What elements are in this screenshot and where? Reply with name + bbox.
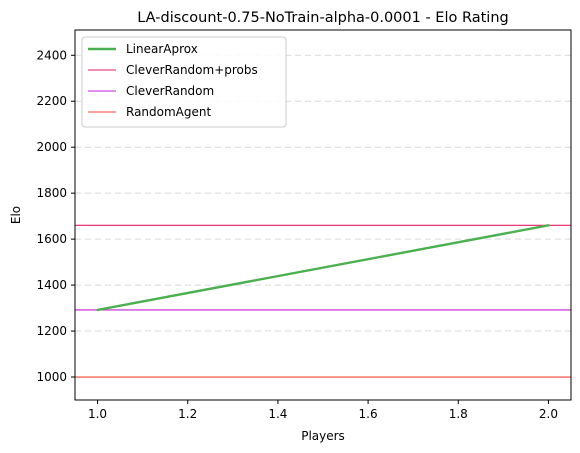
y-tick-label: 2400	[36, 48, 67, 62]
legend-label: CleverRandom+probs	[126, 63, 258, 77]
y-tick-label: 1600	[36, 232, 67, 246]
y-axis: 1000 1200 1400 1600 1800 2000 2200 2400	[36, 48, 75, 384]
axes-frame	[74, 29, 572, 401]
x-tick-label: 1.8	[449, 407, 468, 421]
y-tick-label: 1400	[36, 278, 67, 292]
y-tick-label: 1200	[36, 324, 67, 338]
chart-title: LA-discount-0.75-NoTrain-alpha-0.0001 - …	[137, 10, 508, 26]
y-tick-label: 2200	[36, 94, 67, 108]
legend-label: LinearAprox	[126, 42, 198, 56]
x-axis-label: Players	[301, 429, 345, 443]
x-tick-label: 1.6	[359, 407, 378, 421]
y-tick-label: 2000	[36, 140, 67, 154]
plot-area	[75, 224, 571, 378]
x-axis: 1.0 1.2 1.4 1.6 1.8 2.0	[88, 400, 558, 421]
series-line-linearaprox	[96, 224, 550, 312]
y-axis-label: Elo	[9, 206, 23, 224]
legend-label: RandomAgent	[126, 105, 211, 119]
x-tick-label: 2.0	[539, 407, 558, 421]
legend: LinearAprox CleverRandom+probs CleverRando…	[81, 36, 287, 128]
y-tick-label: 1800	[36, 186, 67, 200]
legend-box	[81, 36, 287, 128]
legend-label: CleverRandom	[126, 84, 214, 98]
x-tick-label: 1.4	[268, 407, 287, 421]
x-tick-label: 1.0	[88, 407, 107, 421]
y-tick-label: 1000	[36, 370, 67, 384]
x-tick-label: 1.2	[178, 407, 197, 421]
